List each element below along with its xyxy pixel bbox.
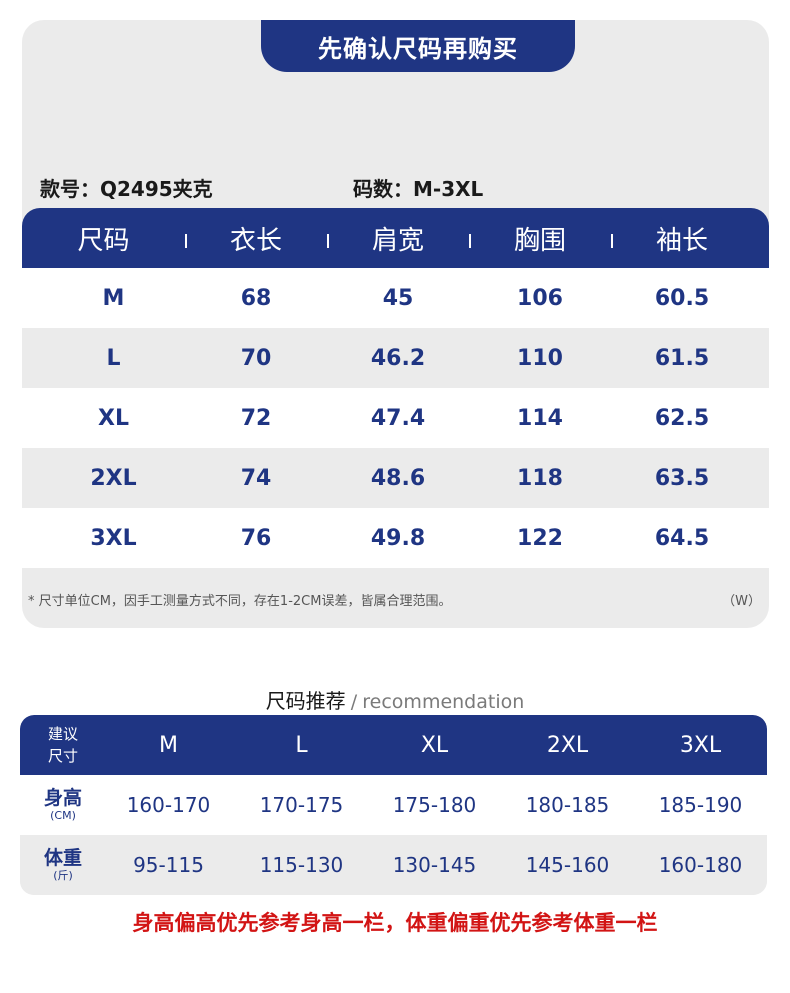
table-row: 3XL 76 49.8 122 64.5	[22, 508, 769, 568]
table-row: XL 72 47.4 114 62.5	[22, 388, 769, 448]
weight-row: 体重 (斤) 95-115 115-130 130-145 145-160 16…	[20, 835, 767, 895]
length-cell: 68	[240, 285, 272, 311]
recommendation-card: 建议 尺寸 M L XL 2XL 3XL 身高 (CM) 160-170 170…	[20, 715, 767, 895]
header-divider	[469, 234, 471, 248]
page-title: 先确认尺码再购买	[318, 34, 518, 63]
weight-cell: 115-130	[259, 853, 344, 877]
length-cell: 70	[240, 345, 272, 371]
size-cell: M	[102, 285, 125, 311]
shoulder-cell: 47.4	[370, 405, 426, 431]
rec-size-3xl: 3XL	[679, 732, 722, 758]
height-cell: 175-180	[392, 793, 477, 817]
size-cell: 2XL	[90, 465, 137, 491]
suggested-size-label: 建议 尺寸	[47, 725, 78, 765]
chest-cell: 106	[517, 285, 563, 311]
sleeve-cell: 64.5	[654, 525, 710, 551]
weight-cell: 95-115	[133, 853, 204, 877]
weight-cell: 130-145	[392, 853, 477, 877]
note-w-mark: （W）	[722, 594, 761, 609]
shoulder-cell: 45	[382, 285, 414, 311]
header-divider	[185, 234, 187, 248]
length-cell: 72	[240, 405, 272, 431]
height-cell: 185-190	[658, 793, 743, 817]
height-cell: 170-175	[259, 793, 344, 817]
weight-label: 体重 (斤)	[43, 847, 82, 882]
size-cell: XL	[98, 405, 129, 431]
recommendation-tip: 身高偏高优先参考身高一栏，体重偏重优先参考体重一栏	[132, 911, 658, 935]
shoulder-cell: 46.2	[370, 345, 426, 371]
table-row: L 70 46.2 110 61.5	[22, 328, 769, 388]
recommendation-header: 建议 尺寸 M L XL 2XL 3XL	[20, 715, 767, 775]
header-divider	[327, 234, 329, 248]
size-cell: L	[106, 345, 121, 371]
sleeve-cell: 63.5	[654, 465, 710, 491]
length-cell: 76	[240, 525, 272, 551]
height-label: 身高 (CM)	[43, 787, 82, 822]
rec-size-l: L	[295, 732, 308, 758]
sleeve-cell: 62.5	[654, 405, 710, 431]
height-cell: 160-170	[126, 793, 211, 817]
table-row: M 68 45 106 60.5	[22, 268, 769, 328]
recommendation-title: 尺码推荐 / recommendation	[0, 685, 790, 714]
header-length: 衣长	[185, 208, 327, 268]
sleeve-cell: 60.5	[654, 285, 710, 311]
sleeve-cell: 61.5	[654, 345, 710, 371]
size-cell: 3XL	[90, 525, 137, 551]
header-shoulder: 肩宽	[327, 208, 469, 268]
header-size: 尺码	[77, 225, 130, 256]
rec-size-m: M	[159, 732, 178, 758]
rec-size-xl: XL	[420, 732, 449, 758]
recommendation-title-en: recommendation	[362, 691, 525, 713]
rec-size-2xl: 2XL	[546, 732, 589, 758]
size-table-body: M 68 45 106 60.5 L 70 46.2 110 61.5 XL 7…	[22, 268, 769, 568]
chest-cell: 110	[517, 345, 563, 371]
title-slash: /	[350, 691, 358, 713]
shoulder-cell: 49.8	[370, 525, 426, 551]
title-banner: 先确认尺码再购买	[261, 20, 575, 72]
recommendation-title-zh: 尺码推荐	[265, 689, 346, 713]
chest-cell: 114	[517, 405, 563, 431]
size-table-header: 尺码 衣长 肩宽 胸围 袖长	[22, 208, 769, 268]
table-row: 2XL 74 48.6 118 63.5	[22, 448, 769, 508]
header-divider	[611, 234, 613, 248]
header-sleeve: 袖长	[611, 208, 753, 268]
shoulder-cell: 48.6	[370, 465, 426, 491]
header-chest: 胸围	[469, 208, 611, 268]
chest-cell: 122	[517, 525, 563, 551]
height-cell: 180-185	[525, 793, 610, 817]
height-row: 身高 (CM) 160-170 170-175 175-180 180-185 …	[20, 775, 767, 835]
size-range: 码数：M-3XL	[353, 177, 484, 201]
length-cell: 74	[240, 465, 272, 491]
weight-cell: 145-160	[525, 853, 610, 877]
measurement-note: * 尺寸单位CM，因手工测量方式不同，存在1-2CM误差，皆属合理范围。	[28, 594, 452, 609]
weight-cell: 160-180	[658, 853, 743, 877]
chest-cell: 118	[517, 465, 563, 491]
size-chart-card: 先确认尺码再购买 款号：Q2495夹克 码数：M-3XL 尺码 衣长 肩宽 胸围…	[22, 20, 769, 628]
style-number: 款号：Q2495夹克	[40, 177, 213, 201]
